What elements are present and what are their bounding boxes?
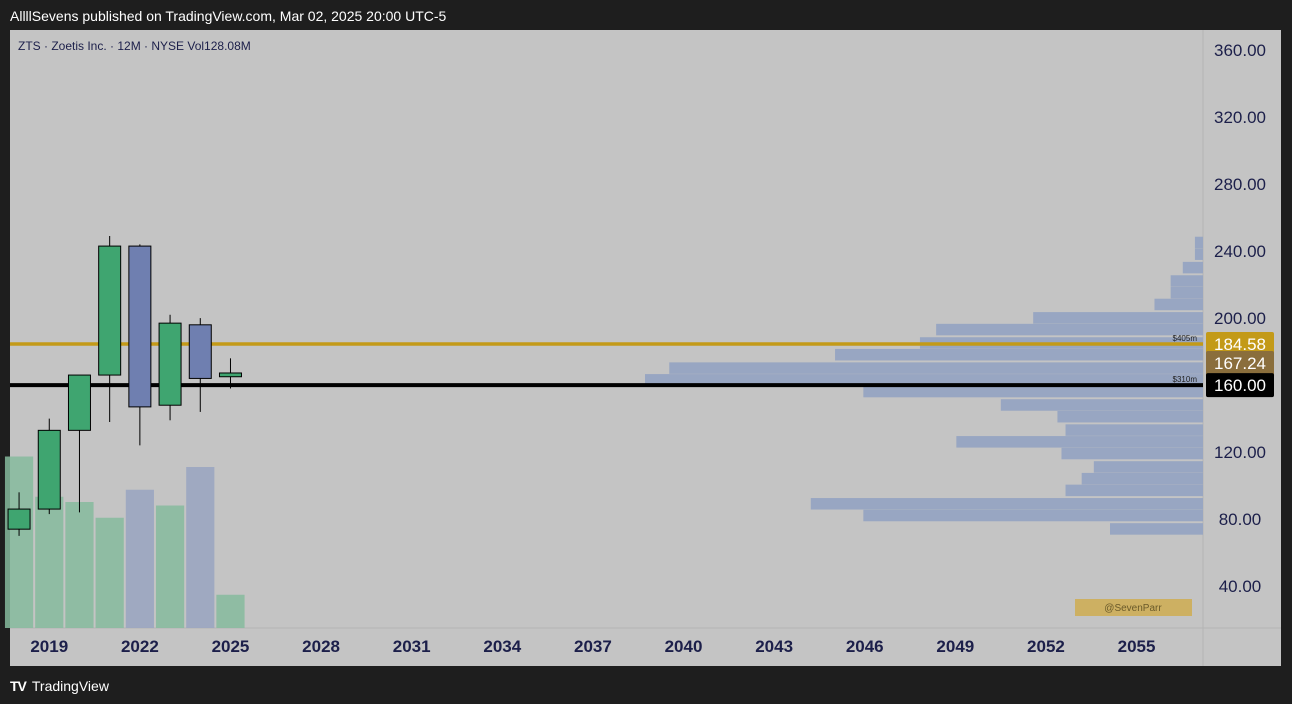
watermark-box [1075, 599, 1192, 616]
publish-header: AllllSevens published on TradingView.com… [0, 0, 1292, 30]
price-axis-label: 184.58 [1214, 335, 1266, 354]
volume-profile-bar [936, 323, 1203, 336]
volume-bar [216, 594, 245, 628]
x-axis-tick-label: 2019 [30, 637, 68, 656]
y-axis-tick-label: 240.00 [1214, 242, 1266, 261]
x-axis-tick-label: 2028 [302, 637, 340, 656]
y-axis-tick-label: 320.00 [1214, 108, 1266, 127]
volume-profile-bar [1057, 410, 1203, 423]
volume-profile-bar [645, 374, 1203, 386]
level-line-label: $310m [1173, 375, 1198, 384]
volume-profile-bar [1194, 248, 1203, 260]
volume-bar [125, 489, 154, 628]
volume-profile-bar [1033, 312, 1203, 324]
volume-profile-bar [1093, 461, 1203, 473]
volume-profile-bar [1170, 286, 1203, 299]
volume-bar [65, 502, 94, 628]
candle-body[interactable] [218, 372, 242, 378]
candle-body[interactable] [128, 245, 152, 408]
level-line-label: $405m [1173, 334, 1198, 343]
volume-profile-bar [1065, 484, 1203, 497]
volume-profile-bar [863, 509, 1203, 522]
y-axis-tick-label: 120.00 [1214, 443, 1266, 462]
volume-profile-bar [835, 348, 1203, 361]
candle-body[interactable] [7, 508, 31, 530]
tradingview-logo[interactable]: TV TradingView [10, 676, 109, 696]
x-axis-tick-label: 2052 [1027, 637, 1065, 656]
price-axis-label: 160.00 [1214, 376, 1266, 395]
publish-text: AllllSevens published on TradingView.com… [10, 8, 447, 24]
y-axis-tick-label: 360.00 [1214, 41, 1266, 60]
volume-profile-bar [1182, 261, 1203, 274]
watermark-text: @SevenParr [1104, 603, 1162, 614]
tradingview-logo-icon: TV [10, 678, 27, 694]
y-axis-tick-label: 40.00 [1219, 577, 1262, 596]
x-axis-tick-label: 2040 [665, 637, 703, 656]
price-axis-label-box [1206, 373, 1274, 398]
volume-profile-bar [810, 498, 1203, 510]
x-axis-tick-label: 2049 [936, 637, 974, 656]
candle-body[interactable] [158, 322, 182, 406]
candle-body[interactable] [188, 324, 212, 379]
x-axis-tick-label: 2055 [1118, 637, 1156, 656]
y-axis-tick-label: 280.00 [1214, 175, 1266, 194]
volume-bar [4, 456, 34, 628]
candle-body[interactable] [37, 429, 61, 510]
volume-profile-bar [1081, 472, 1203, 485]
volume-profile-bar [956, 436, 1203, 448]
y-axis-tick-label: 80.00 [1219, 510, 1262, 529]
volume-profile-bar [1170, 275, 1203, 287]
candle-body[interactable] [98, 245, 122, 376]
x-axis-tick-label: 2037 [574, 637, 612, 656]
x-axis-tick-label: 2022 [121, 637, 159, 656]
volume-bar [35, 496, 64, 628]
candle-body[interactable] [67, 374, 91, 431]
volume-bar [186, 467, 215, 628]
volume-profile-bar [1061, 447, 1203, 460]
volume-profile-bar [1110, 523, 1203, 535]
volume-bar [95, 517, 124, 628]
price-axis-label-box [1206, 331, 1274, 356]
x-axis-tick-label: 2046 [846, 637, 884, 656]
volume-profile-bar [1000, 399, 1203, 411]
symbol-legend: ZTS · Zoetis Inc. · 12M · NYSE Vol128.08… [18, 39, 251, 53]
volume-bar [155, 505, 185, 628]
volume-profile-bar [1194, 236, 1203, 249]
volume-profile-bar [1065, 424, 1203, 436]
x-axis-tick-label: 2043 [755, 637, 793, 656]
x-axis-tick-label: 2034 [483, 637, 521, 656]
x-axis-tick-label: 2025 [212, 637, 250, 656]
x-axis-tick-label: 2031 [393, 637, 431, 656]
price-axis-label: 167.24 [1214, 354, 1266, 373]
volume-profile-bar [669, 362, 1203, 374]
y-axis-tick-label: 200.00 [1214, 309, 1266, 328]
volume-profile-bar [1154, 298, 1203, 311]
tradingview-logo-text: TradingView [31, 678, 109, 694]
volume-profile-bar [863, 385, 1203, 398]
